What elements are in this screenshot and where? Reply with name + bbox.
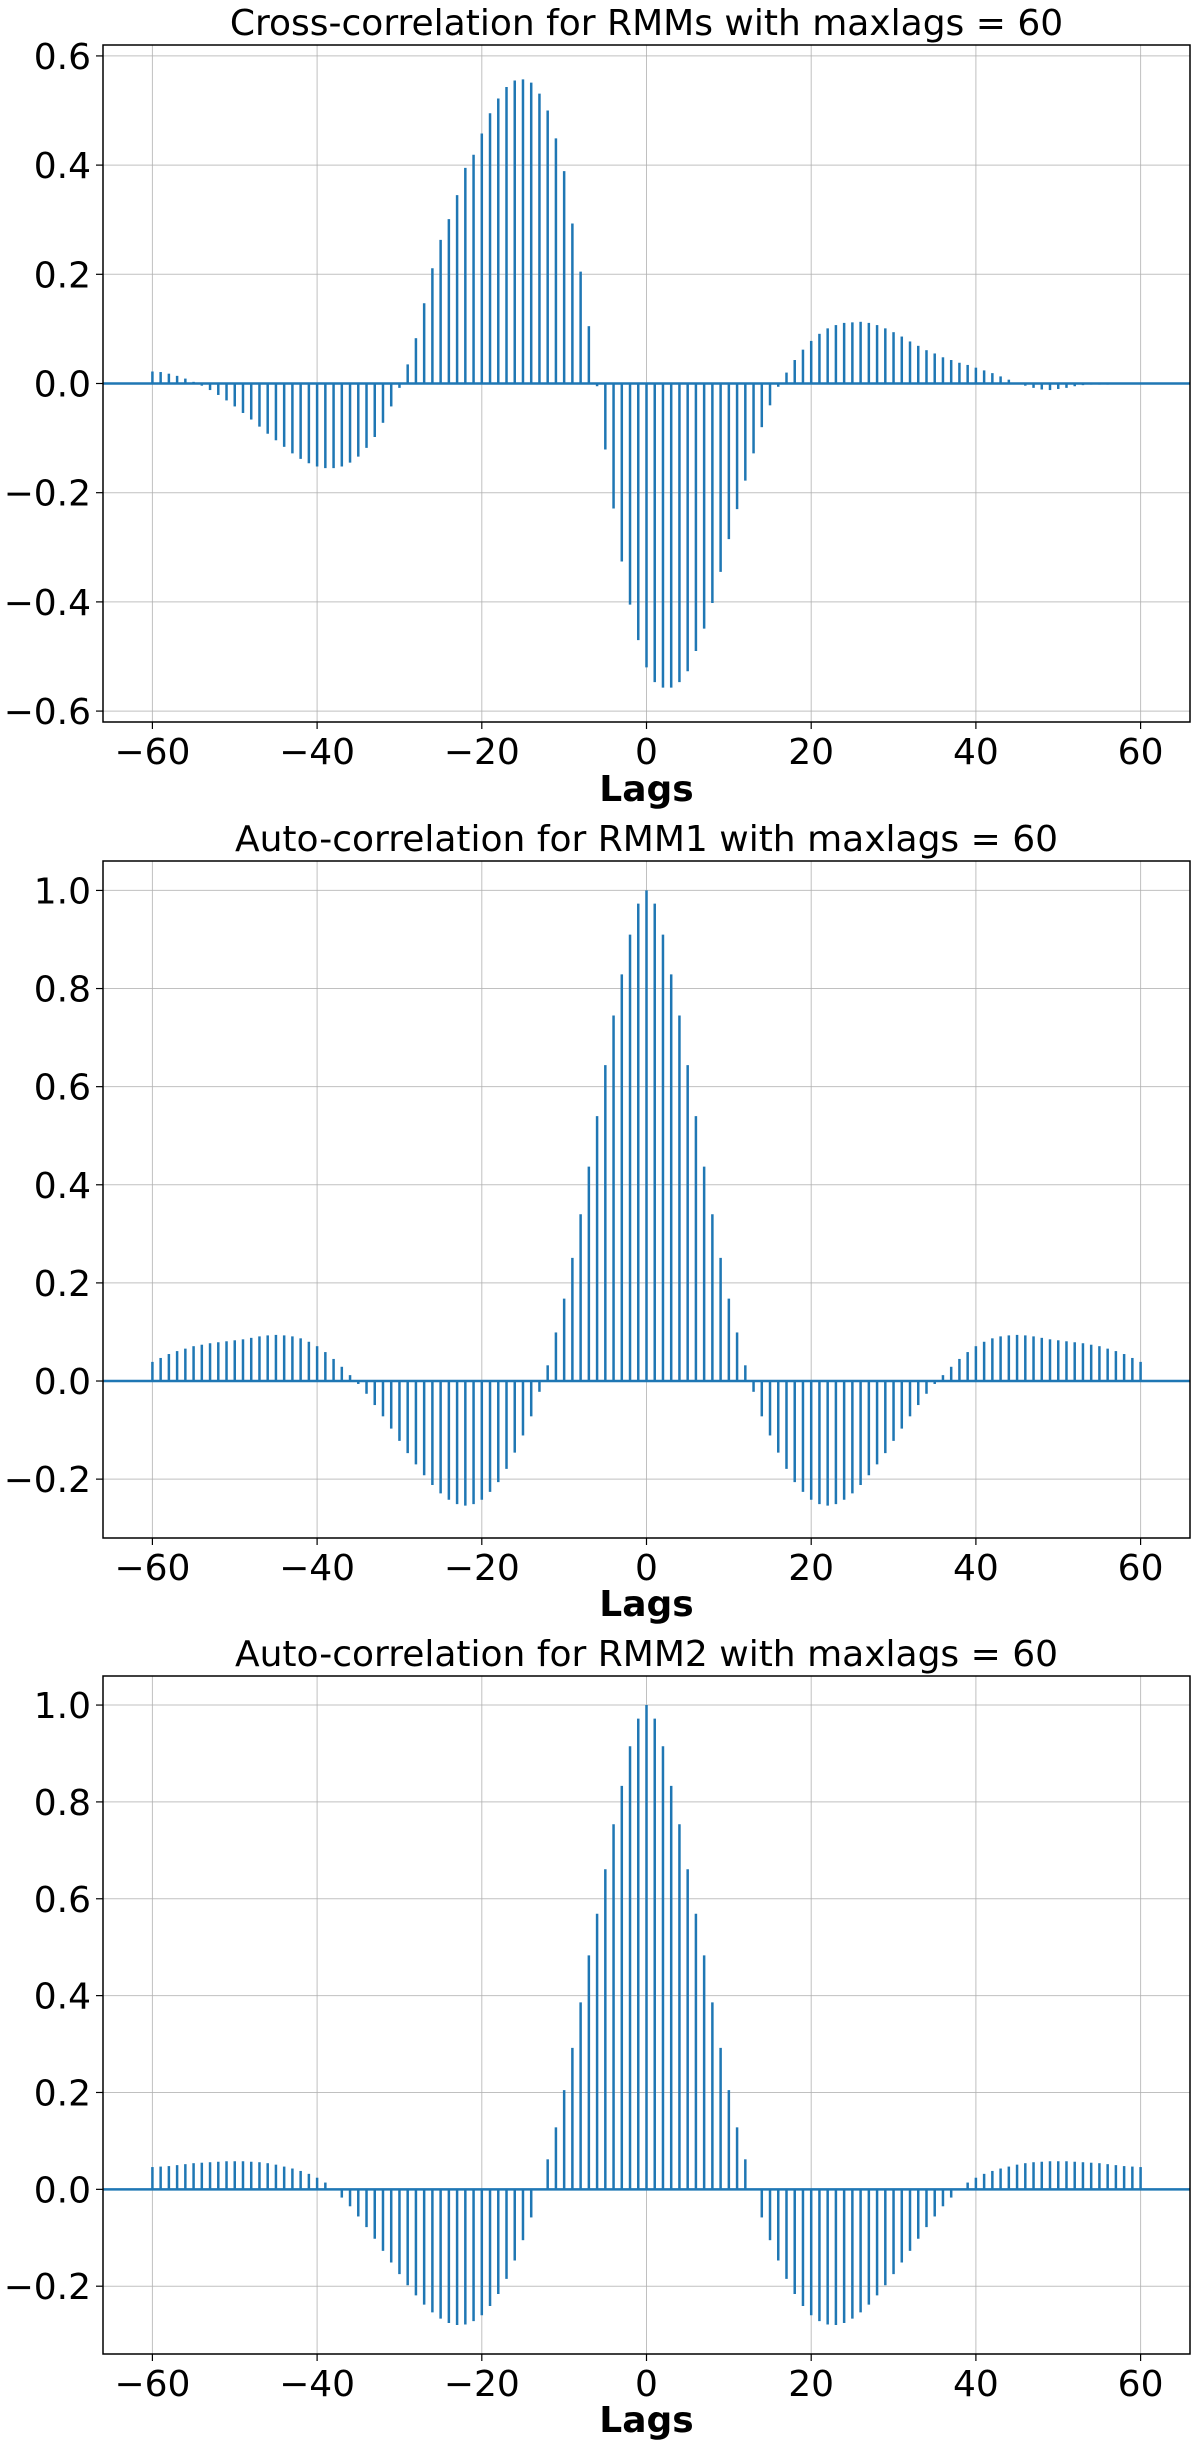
y-tick-label: 0.4 [34, 146, 91, 187]
chart-panel-2: −60 −40 −20 0 20 40 60 −0.2 0.0 0.2 0.4 0.6 0.8 1.0 Au… [4, 819, 1191, 1625]
x-tick-label: −60 [114, 2364, 190, 2405]
chart-title: Auto-correlation for RMM1 with maxlags =… [235, 819, 1058, 860]
x-tick-label: 0 [635, 1548, 658, 1589]
x-tick-label: 20 [788, 1548, 834, 1589]
x-tick-label: −60 [114, 732, 190, 773]
y-tick-label: 0.6 [34, 37, 91, 78]
chart-title: Auto-correlation for RMM2 with maxlags =… [235, 1634, 1058, 1675]
y-tick-label: 0.6 [34, 1068, 91, 1109]
y-tick-label: 0.4 [34, 1977, 91, 2018]
y-tick-label: 1.0 [34, 871, 91, 912]
x-tick-label: −40 [279, 732, 355, 773]
x-tick-label: −20 [444, 2364, 520, 2405]
x-tick-label: 40 [953, 2364, 999, 2405]
x-axis-label: Lags [599, 769, 693, 810]
y-tick-label: 0.2 [34, 1264, 91, 1305]
x-tick-label: 40 [953, 1548, 999, 1589]
y-tick-label: 0.4 [34, 1166, 91, 1207]
x-tick-label: −20 [444, 1548, 520, 1589]
x-tick-label: −40 [279, 1548, 355, 1589]
x-tick-label: 60 [1118, 2364, 1164, 2405]
x-tick-label: 60 [1118, 732, 1164, 773]
y-tick-label: −0.6 [4, 692, 91, 733]
x-tick-label: 20 [788, 732, 834, 773]
x-tick-label: −20 [444, 732, 520, 773]
chart-panel-1: −60 −40 −20 0 20 40 60 −0.6 −0.4 −0.2 0.0 0.2 0.4 0.6… [4, 3, 1191, 810]
y-tick-label: 0.0 [34, 1362, 91, 1403]
y-tick-label: 0.6 [34, 1880, 91, 1921]
x-axis-label: Lags [599, 2400, 693, 2441]
x-tick-label: −40 [279, 2364, 355, 2405]
y-tick-label: −0.2 [4, 474, 91, 515]
y-tick-label: 0.2 [34, 2073, 91, 2114]
x-tick-label: 40 [953, 732, 999, 773]
x-tick-label: 20 [788, 2364, 834, 2405]
x-axis-label: Lags [599, 1584, 693, 1625]
y-tick-label: −0.4 [4, 583, 91, 624]
y-tick-label: 0.8 [34, 970, 91, 1011]
chart-panel-3: −60 −40 −20 0 20 40 60 −0.2 0.0 0.2 0.4 0.6 0.8 1.0 Au… [4, 1634, 1191, 2441]
y-tick-label: 1.0 [34, 1686, 91, 1727]
x-tick-label: 60 [1118, 1548, 1164, 1589]
y-tick-label: 0.0 [34, 365, 91, 406]
x-tick-label: 0 [635, 2364, 658, 2405]
x-tick-label: −60 [114, 1548, 190, 1589]
y-tick-label: 0.8 [34, 1783, 91, 1824]
y-tick-label: 0.2 [34, 255, 91, 296]
x-tick-label: 0 [635, 732, 658, 773]
y-tick-label: −0.2 [4, 2267, 91, 2308]
chart-title: Cross-correlation for RMMs with maxlags … [230, 3, 1063, 44]
y-tick-label: −0.2 [4, 1460, 91, 1501]
y-tick-label: 0.0 [34, 2170, 91, 2211]
